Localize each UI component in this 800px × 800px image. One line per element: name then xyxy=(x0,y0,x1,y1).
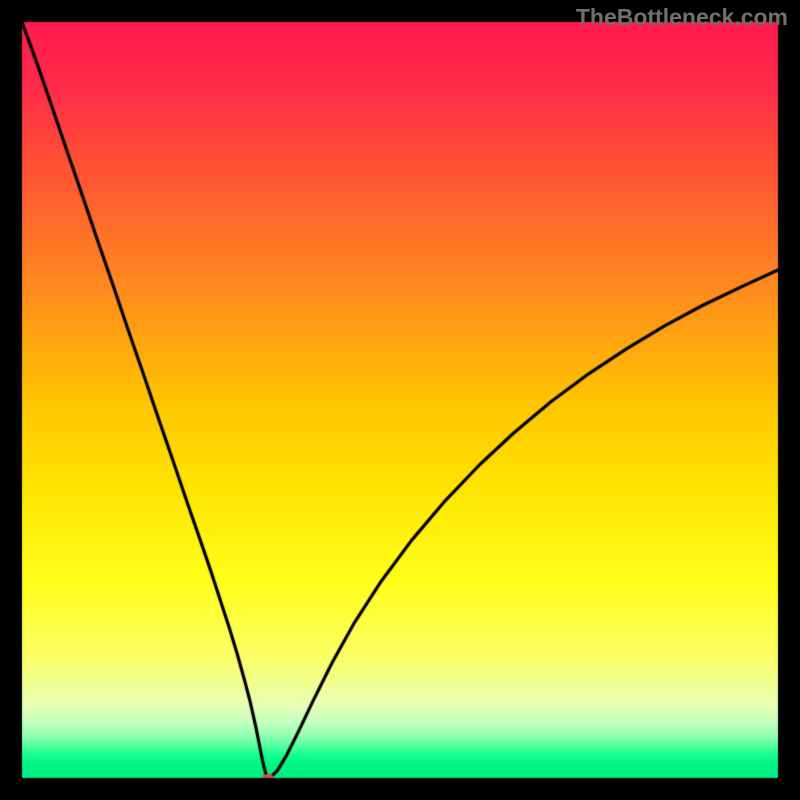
stage: TheBottleneck.com xyxy=(0,0,800,800)
bottleneck-chart xyxy=(0,0,800,800)
watermark-text: TheBottleneck.com xyxy=(576,4,788,31)
